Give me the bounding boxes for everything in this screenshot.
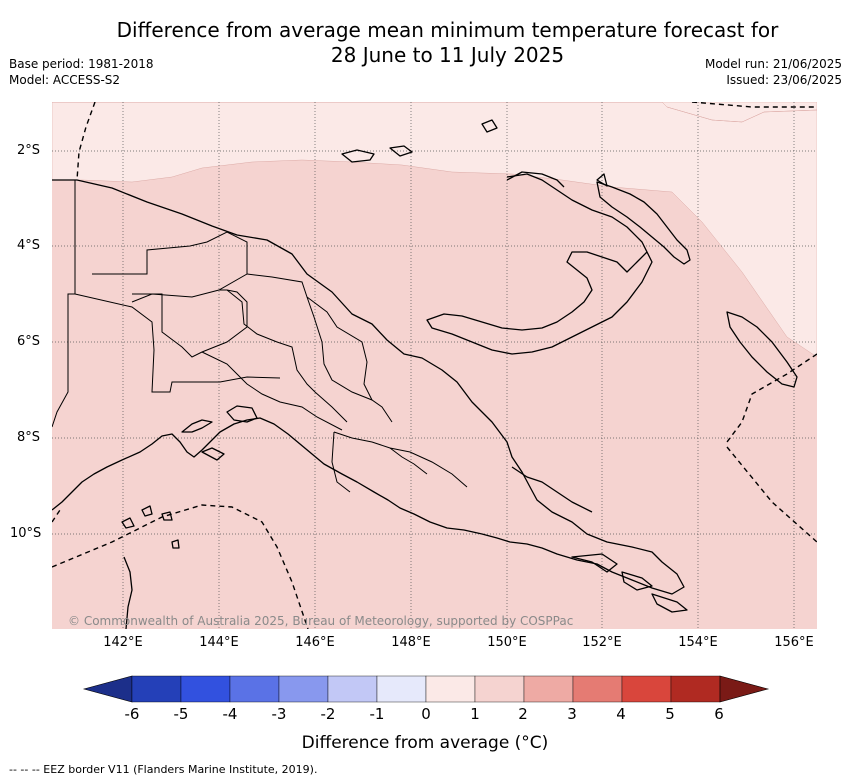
colorbar-tick-label: 4 bbox=[616, 705, 626, 723]
colorbar-swatch bbox=[425, 675, 476, 703]
colorbar-title: Difference from average (°C) bbox=[301, 733, 549, 753]
model-run-text: Model run: 21/06/2025 bbox=[704, 57, 842, 71]
new-ireland-coast bbox=[596, 181, 691, 265]
eez-footnote: -- -- -- EEZ border V11 (Flanders Marine… bbox=[9, 763, 318, 776]
colorbar-tick-label: 1 bbox=[470, 705, 480, 723]
islands-east-tip bbox=[571, 553, 688, 613]
anomaly-fill-north bbox=[52, 102, 817, 358]
meta-right: Model run: 21/06/2025 Issued: 23/06/2025 bbox=[705, 56, 842, 88]
colorbar-tick-label: 2 bbox=[518, 705, 528, 723]
colorbar-swatch bbox=[621, 675, 672, 703]
new-guinea-mainland-coast bbox=[52, 179, 685, 595]
colorbar-swatch bbox=[572, 675, 623, 703]
title-line-1: Difference from average mean minimum tem… bbox=[116, 18, 779, 42]
colorbar-swatch bbox=[376, 675, 427, 703]
colorbar-swatch bbox=[670, 675, 721, 703]
lon-label-146e: 146°E bbox=[295, 635, 335, 650]
lon-label-152e: 152°E bbox=[582, 635, 622, 650]
meta-left: Base period: 1981-2018 Model: ACCESS-S2 bbox=[9, 56, 154, 88]
province-borders bbox=[52, 180, 468, 493]
lat-label-6s: 6°S bbox=[17, 334, 41, 349]
lon-label-154e: 154°E bbox=[678, 635, 718, 650]
huon-gulf-coast bbox=[426, 173, 653, 355]
lat-label-2s: 2°S bbox=[17, 143, 41, 158]
colorbar-tick-label: -6 bbox=[124, 705, 140, 723]
eez-borders bbox=[52, 102, 817, 629]
graticule bbox=[52, 102, 817, 629]
colorbar-extend-low bbox=[82, 675, 133, 703]
colorbar-tick-label: -2 bbox=[320, 705, 336, 723]
fly-river-islands bbox=[181, 405, 258, 461]
colorbar-swatch bbox=[278, 675, 329, 703]
papuan-peninsula-south bbox=[511, 466, 593, 513]
cape-york-coast bbox=[123, 556, 133, 629]
new-britain-coast bbox=[506, 171, 565, 188]
colorbar-swatch bbox=[229, 675, 280, 703]
colorbar-swatch bbox=[327, 675, 378, 703]
lat-label-4s: 4°S bbox=[17, 238, 41, 253]
lat-label-8s: 8°S bbox=[17, 430, 41, 445]
lon-label-156e: 156°E bbox=[774, 635, 814, 650]
lon-label-150e: 150°E bbox=[487, 635, 527, 650]
colorbar-tick-label: 6 bbox=[714, 705, 724, 723]
colorbar-tick-label: 3 bbox=[567, 705, 577, 723]
colorbar-swatch bbox=[523, 675, 574, 703]
colorbar-tick-label: 5 bbox=[665, 705, 675, 723]
colorbar-tick-label: -1 bbox=[369, 705, 385, 723]
colorbar-tick-label: 0 bbox=[421, 705, 431, 723]
issued-text: Issued: 23/06/2025 bbox=[726, 73, 842, 87]
colorbar-swatch bbox=[180, 675, 231, 703]
colorbar-swatch bbox=[131, 675, 182, 703]
torres-strait-islands bbox=[121, 505, 180, 549]
copyright-text: © Commonwealth of Australia 2025, Bureau… bbox=[68, 614, 573, 628]
coastlines bbox=[52, 119, 798, 629]
lon-label-142e: 142°E bbox=[103, 635, 143, 650]
title-line-2: 28 June to 11 July 2025 bbox=[330, 43, 565, 67]
colorbar-tick-label: -5 bbox=[173, 705, 189, 723]
north-islands bbox=[341, 119, 608, 187]
colorbar-tick-label: -4 bbox=[222, 705, 238, 723]
colorbar-swatch bbox=[474, 675, 525, 703]
bougainville-coast bbox=[726, 311, 798, 388]
base-period-text: Base period: 1981-2018 bbox=[9, 57, 154, 71]
colorbar-extend-high bbox=[719, 675, 770, 703]
lon-label-144e: 144°E bbox=[199, 635, 239, 650]
lon-label-148e: 148°E bbox=[391, 635, 431, 650]
map-panel: © Commonwealth of Australia 2025, Bureau… bbox=[52, 102, 817, 629]
colorbar-tick-label: -3 bbox=[271, 705, 287, 723]
colorbar bbox=[82, 675, 770, 703]
model-text: Model: ACCESS-S2 bbox=[9, 73, 121, 87]
lat-label-10s: 10°S bbox=[10, 526, 42, 541]
